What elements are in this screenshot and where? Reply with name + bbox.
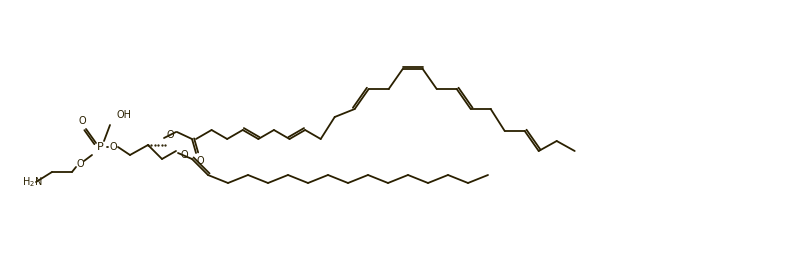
Text: P: P: [96, 142, 103, 152]
Text: O: O: [166, 130, 173, 140]
Text: O: O: [76, 159, 83, 169]
Text: H$_2$N: H$_2$N: [22, 175, 43, 189]
Text: O: O: [78, 116, 86, 126]
Text: OH: OH: [117, 110, 132, 120]
Text: O: O: [196, 156, 204, 166]
Text: O: O: [180, 150, 188, 160]
Text: O: O: [109, 142, 116, 152]
